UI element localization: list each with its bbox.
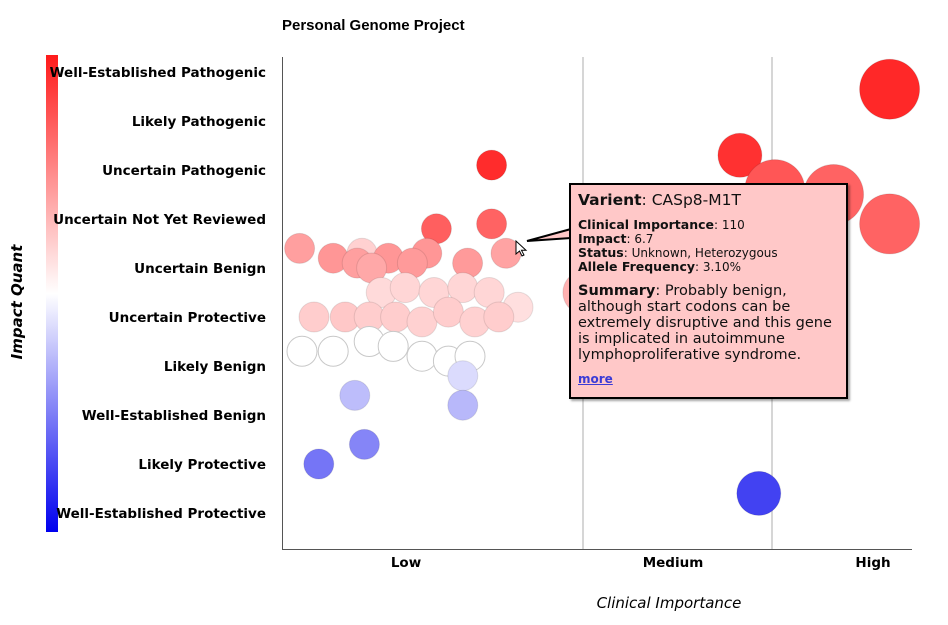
tooltip-frequency-value: 3.10% (702, 260, 741, 274)
tooltip-clinical-row: Clinical Importance: 110 (578, 217, 745, 232)
tooltip-title-value: CASp8-M1T (651, 191, 741, 209)
variant-bubble[interactable] (447, 360, 479, 392)
variant-bubble[interactable] (298, 301, 330, 333)
variant-bubble[interactable] (476, 208, 508, 240)
x-tick-labels: Low Medium High (391, 555, 891, 571)
variant-bubble[interactable] (736, 470, 782, 516)
variant-bubble[interactable] (317, 335, 349, 367)
variant-bubble[interactable] (859, 193, 921, 255)
cursor-icon (515, 239, 528, 257)
variant-bubble[interactable] (303, 448, 335, 480)
variant-bubble[interactable] (286, 335, 318, 367)
tooltip-impact-label: Impact (578, 231, 627, 246)
y-level-label: Uncertain Pathogenic (102, 163, 266, 179)
tooltip-status-row: Status: Unknown, Heterozygous (578, 245, 778, 260)
y-level-label: Uncertain Protective (109, 310, 266, 326)
tooltip-summary-value: Probably benign, although start codons c… (578, 283, 832, 363)
variant-bubble[interactable] (406, 340, 438, 372)
variant-bubble[interactable] (476, 149, 508, 181)
x-tick-label: Low (391, 555, 421, 571)
tooltip-more-link[interactable]: more (578, 372, 613, 386)
tooltip-impact-value: 6.7 (634, 232, 654, 246)
variant-bubble[interactable] (339, 379, 371, 411)
y-level-label: Well-Established Protective (56, 506, 266, 522)
x-tick-label: High (855, 555, 890, 571)
x-tick-label: Medium (643, 555, 704, 571)
variant-bubble[interactable] (432, 296, 464, 328)
variant-bubble[interactable] (380, 301, 412, 333)
tooltip-status-label: Status (578, 245, 624, 260)
y-level-label: Uncertain Not Yet Reviewed (53, 212, 266, 228)
tooltip-summary: Summary: Probably benign, although start… (578, 283, 832, 363)
tooltip-clinical-value: 110 (721, 218, 745, 232)
variant-bubble[interactable] (483, 301, 515, 333)
tooltip-frequency-label: Allele Frequency (578, 259, 695, 274)
tooltip-impact-row: Impact: 6.7 (578, 231, 654, 246)
variant-bubble[interactable] (377, 330, 409, 362)
y-level-label: Well-Established Pathogenic (50, 65, 266, 81)
y-level-label: Likely Protective (138, 457, 266, 473)
y-level-label: Uncertain Benign (134, 261, 266, 277)
colorbar (46, 55, 58, 532)
tooltip-summary-label: Summary (578, 283, 656, 299)
tooltip-title-label: Varient (578, 191, 642, 209)
tooltip-title: Varient: CASp8-M1T (578, 191, 741, 209)
y-axis-title: Impact Quant (8, 244, 26, 360)
tooltip-frequency-row: Allele Frequency: 3.10% (578, 259, 741, 274)
variant-bubble[interactable] (447, 389, 479, 421)
tooltip-clinical-label: Clinical Importance (578, 217, 714, 232)
variant-tooltip: Varient: CASp8-M1T Clinical Importance: … (569, 183, 848, 399)
variant-bubble[interactable] (389, 272, 421, 304)
y-level-label: Likely Benign (164, 359, 266, 375)
y-level-label: Well-Established Benign (82, 408, 266, 424)
y-level-label: Likely Pathogenic (132, 114, 266, 130)
variant-bubble[interactable] (859, 58, 921, 120)
variant-bubble[interactable] (284, 232, 316, 264)
y-level-labels: Well-Established Pathogenic Likely Pathog… (50, 65, 266, 522)
tooltip-status-value: Unknown, Heterozygous (631, 246, 778, 260)
variant-bubble[interactable] (348, 428, 380, 460)
chart-title: Personal Genome Project (282, 17, 465, 34)
x-axis-title: Clinical Importance (597, 594, 742, 612)
variant-bubble[interactable] (406, 306, 438, 338)
variant-bubble[interactable] (717, 132, 763, 178)
